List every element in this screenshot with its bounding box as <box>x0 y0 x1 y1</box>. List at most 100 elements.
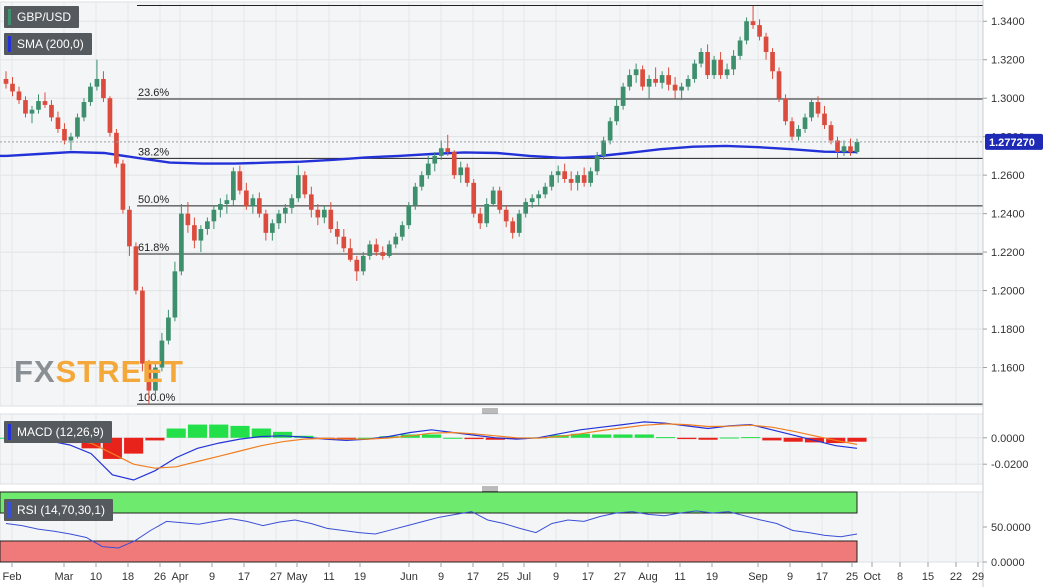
candle-body-129 <box>841 146 847 153</box>
candle-body-76 <box>497 190 503 210</box>
axis-bg-1 <box>983 414 1060 484</box>
candle-body-104 <box>679 86 684 91</box>
candle-body-24 <box>159 340 165 368</box>
macd-legend[interactable]: MACD (12,26,9) <box>4 421 112 443</box>
candle-body-35 <box>231 171 236 201</box>
x-tick-label-19: 27 <box>614 571 626 583</box>
candle-body-19 <box>127 209 132 247</box>
price-tick-label-4: 1.2600 <box>991 170 1025 182</box>
candle-body-45 <box>295 175 301 199</box>
candle-body-5 <box>36 101 41 110</box>
x-tick-label-10: 11 <box>323 571 334 583</box>
last-price-text: 1.277270 <box>989 137 1035 149</box>
price-tick-label-5: 1.2400 <box>991 209 1025 221</box>
candle-body-108 <box>705 52 710 76</box>
macd-hist-bar-10 <box>209 424 229 438</box>
candle-body-86 <box>562 171 568 179</box>
candle-body-58 <box>380 252 386 256</box>
candle-body-39 <box>257 198 262 214</box>
candle-body-4 <box>29 109 35 114</box>
x-tick-label-23: Sep <box>748 571 768 583</box>
x-tick-label-6: 9 <box>209 571 215 583</box>
last-price-badge <box>985 133 1043 150</box>
candle-body-74 <box>484 204 490 224</box>
candle-body-88 <box>575 175 581 183</box>
macd-hist-bar-35 <box>741 437 761 439</box>
fib-label-4: 100.0% <box>138 392 176 404</box>
candle-body-59 <box>386 244 392 256</box>
candle-body-107 <box>698 52 704 64</box>
x-tick-label-27: Oct <box>863 571 880 583</box>
candle-body-96 <box>627 75 632 87</box>
candle-body-22 <box>146 363 152 391</box>
candle-body-30 <box>198 229 204 241</box>
rsi-legend[interactable]: RSI (14,70,30,1) <box>4 499 114 521</box>
candle-body-87 <box>568 178 574 183</box>
candle-body-10 <box>68 136 74 141</box>
candle-body-114 <box>744 21 749 41</box>
x-tick-label-8: 27 <box>270 571 282 583</box>
candle-body-66 <box>432 155 438 164</box>
candle-body-106 <box>692 63 697 79</box>
macd-hist-bar-22 <box>464 437 484 440</box>
candle-body-125 <box>815 102 821 114</box>
x-tick-label-30: 22 <box>950 571 962 583</box>
candle-body-53 <box>347 248 353 260</box>
candle-body-131 <box>854 141 860 153</box>
macd-hist-bar-21 <box>443 437 463 439</box>
candle-body-123 <box>802 117 808 129</box>
price-tick-label-8: 1.1800 <box>991 324 1025 336</box>
axis-bg-2 <box>983 492 1060 562</box>
candle-body-23 <box>153 367 158 391</box>
x-tick-label-5: Apr <box>171 571 188 583</box>
x-tick-label-4: 26 <box>154 571 166 583</box>
candle-body-78 <box>510 221 516 233</box>
macd-tick-label-0: 0.0000 <box>991 433 1025 445</box>
macd-hist-bar-31 <box>655 437 676 439</box>
rsi-tick-label-1: 0.0000 <box>991 557 1025 569</box>
candle-body-62 <box>406 205 412 226</box>
candle-body-103 <box>672 84 678 91</box>
candle-body-118 <box>770 52 775 72</box>
x-tick-label-3: 18 <box>122 571 134 583</box>
candle-body-63 <box>412 186 418 206</box>
x-tick-label-28: 8 <box>897 571 903 583</box>
candle-body-89 <box>581 175 587 183</box>
candle-body-6 <box>42 101 48 105</box>
watermark-part2: STREET <box>55 354 184 389</box>
candle-body-113 <box>737 40 743 56</box>
sma-line <box>5 144 858 165</box>
sma-legend[interactable]: SMA (200,0) <box>4 33 92 55</box>
candle-body-77 <box>503 209 509 222</box>
rsi-legend-label: RSI (14,70,30,1) <box>17 503 106 517</box>
candle-body-70 <box>458 167 464 176</box>
candle-body-68 <box>445 148 451 153</box>
symbol-legend-label: GBP/USD <box>17 10 72 24</box>
candle-body-54 <box>354 259 360 272</box>
candle-body-7 <box>49 104 54 118</box>
macd-hist-bar-40 <box>847 437 867 442</box>
macd-hist-bar-36 <box>762 437 782 441</box>
x-tick-label-20: Aug <box>638 571 658 583</box>
x-tick-label-17: 9 <box>553 571 559 583</box>
candle-body-75 <box>490 190 496 204</box>
x-tick-label-24: 9 <box>787 571 793 583</box>
candle-body-26 <box>172 271 178 318</box>
sma-legend-label: SMA (200,0) <box>17 37 84 51</box>
x-tick-label-26: 25 <box>846 571 858 583</box>
x-tick-label-21: 11 <box>674 571 685 583</box>
macd-signal-line <box>5 423 858 469</box>
candle-body-57 <box>373 244 379 253</box>
candle-body-93 <box>607 121 613 141</box>
candle-body-98 <box>640 69 645 87</box>
candle-body-128 <box>835 140 840 153</box>
x-tick-label-22: 19 <box>706 571 718 583</box>
candle-body-127 <box>828 125 834 141</box>
symbol-legend[interactable]: GBP/USD <box>4 6 80 28</box>
candle-body-44 <box>289 198 295 208</box>
candle-body-120 <box>783 98 788 122</box>
candle-body-1 <box>10 83 15 92</box>
x-tick-label-2: 10 <box>90 571 102 583</box>
macd-hist-bar-28 <box>592 434 612 438</box>
